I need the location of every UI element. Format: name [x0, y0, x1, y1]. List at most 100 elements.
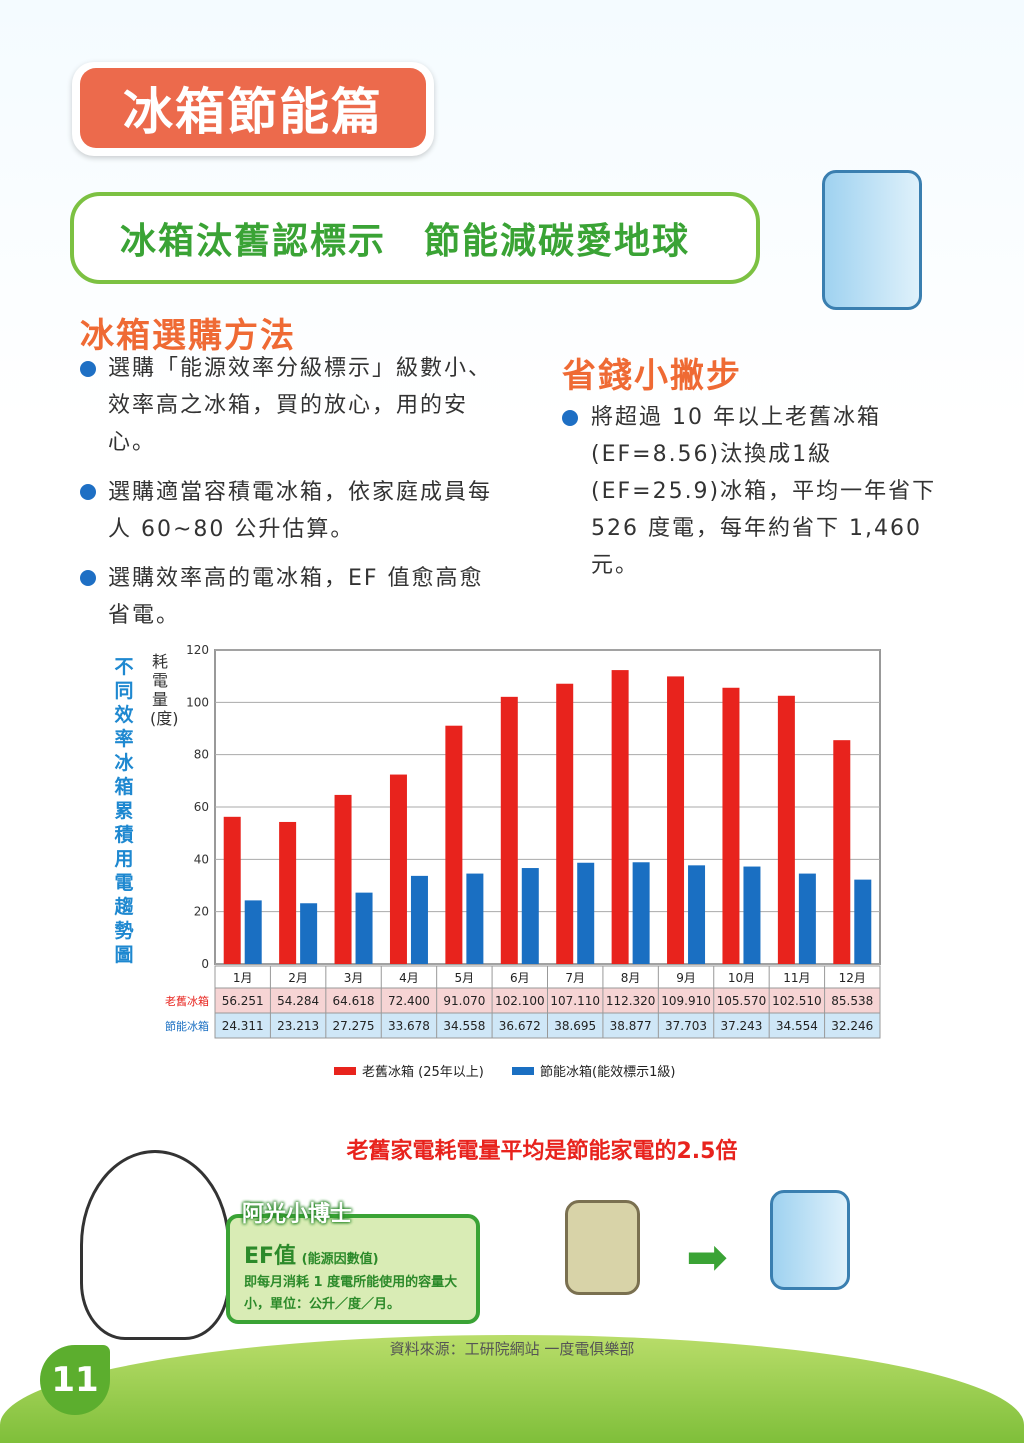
save-heading: 省錢小撇步: [562, 356, 742, 396]
chart-title: 不同效率冰箱累積用電趨勢圖: [114, 656, 134, 966]
bar-old: [389, 774, 407, 964]
bullet-icon: [80, 484, 96, 500]
polar-bear-mascot-icon: [80, 1150, 230, 1340]
x-tick-label: 3月: [344, 971, 364, 985]
data-label: 72.400: [388, 994, 430, 1008]
bar-old: [611, 670, 629, 964]
save-item: 將超過 10 年以上老舊冰箱(EF=8.56)汰換成1級(EF=25.9)冰箱，…: [591, 405, 937, 578]
bullet-icon: [80, 361, 96, 377]
y-tick-label: 60: [194, 800, 209, 814]
bar-old: [279, 821, 297, 964]
bar-new: [355, 892, 373, 964]
fridge-mascot-icon: [822, 170, 922, 310]
bar-new: [521, 868, 539, 964]
bar-old: [833, 740, 851, 964]
data-label: 27.275: [333, 1019, 375, 1033]
bar-new: [466, 873, 484, 964]
data-label: 91.070: [443, 994, 485, 1008]
bar-new: [632, 862, 650, 964]
tip-term: EF值: [244, 1244, 297, 1269]
bar-new: [798, 873, 816, 964]
x-tick-label: 7月: [565, 971, 585, 985]
y-tick-label: 100: [186, 695, 209, 709]
data-label: 112.320: [606, 994, 656, 1008]
bar-old: [500, 696, 518, 964]
tip-description: 即每月消耗 1 度電所能使用的容量大小，單位：公升／度／月。: [244, 1275, 458, 1312]
chart-caption: 老舊家電耗電量平均是節能家電的2.5倍: [346, 1139, 738, 1164]
bar-new: [577, 862, 595, 964]
x-tick-label: 5月: [455, 971, 475, 985]
arrow-right-icon: ➡: [686, 1228, 728, 1286]
legend-swatch: [334, 1067, 356, 1075]
bar-new: [410, 875, 428, 964]
bullet-icon: [562, 410, 578, 426]
bar-old: [223, 816, 241, 964]
x-tick-label: 4月: [399, 971, 419, 985]
data-label: 32.246: [831, 1019, 873, 1033]
data-label: 102.510: [772, 994, 822, 1008]
source-note: 資料來源：工研院網站 一度電俱樂部: [389, 1340, 635, 1358]
data-label: 34.554: [776, 1019, 818, 1033]
buy-item: 選購「能源效率分級標示」級數小、效率高之冰箱，買的放心，用的安心。: [108, 356, 493, 455]
bar-old: [722, 687, 740, 964]
bar-new: [244, 900, 262, 964]
bar-old: [777, 695, 795, 964]
bar-new: [688, 865, 706, 964]
data-label: 38.877: [610, 1019, 652, 1033]
data-label: 105.570: [717, 994, 767, 1008]
tip-box: EF值 (能源因數值) 即每月消耗 1 度電所能使用的容量大小，單位：公升／度／…: [226, 1214, 480, 1324]
data-label: 37.703: [665, 1019, 707, 1033]
data-label: 102.100: [495, 994, 545, 1008]
x-tick-label: 1月: [233, 971, 253, 985]
bar-new: [300, 903, 318, 964]
data-label: 56.251: [222, 994, 264, 1008]
data-label: 38.695: [554, 1019, 596, 1033]
buy-item: 選購適當容積電冰箱，依家庭成員每人 60~80 公升估算。: [108, 480, 493, 542]
legend-label: 節能冰箱(能效標示1級): [540, 1064, 675, 1080]
tip-title: 阿光小博士: [242, 1202, 353, 1227]
bar-old: [556, 683, 574, 964]
bar-old: [334, 794, 352, 964]
data-label: 37.243: [720, 1019, 762, 1033]
y-tick-label: 0: [201, 957, 209, 971]
bullet-icon: [80, 570, 96, 586]
x-tick-label: 12月: [839, 971, 866, 985]
bar-new: [743, 866, 761, 964]
y-tick-label: 20: [194, 905, 209, 919]
page-number: 11: [40, 1345, 110, 1415]
bar-old: [445, 725, 463, 964]
x-tick-label: 2月: [288, 971, 308, 985]
data-label: 24.311: [222, 1019, 264, 1033]
x-tick-label: 10月: [728, 971, 755, 985]
page-title: 冰箱節能篇: [80, 68, 426, 148]
data-label: 23.213: [277, 1019, 319, 1033]
data-label: 64.618: [333, 994, 375, 1008]
bar-chart: 0 20 40 60 80 100 120 1月 2月 3月 4月 5月 6月 7月 8月 9月 10月 11月 1…: [165, 643, 881, 1080]
old-fridge-icon: [565, 1200, 640, 1295]
x-tick-label: 8月: [621, 971, 641, 985]
legend-label: 老舊冰箱 (25年以上): [362, 1064, 484, 1080]
table-series-label: 節能冰箱: [165, 1019, 209, 1033]
y-tick-label: 80: [194, 748, 209, 762]
x-tick-label: 9月: [676, 971, 696, 985]
new-fridge-icon: [770, 1190, 850, 1290]
buy-item: 選購效率高的電冰箱，EF 值愈高愈省電。: [108, 566, 484, 628]
bar-old: [667, 676, 685, 964]
data-label: 54.284: [277, 994, 319, 1008]
x-tick-label: 6月: [510, 971, 530, 985]
banner: 冰箱汰舊認標示 節能減碳愛地球: [70, 192, 760, 284]
data-label: 36.672: [499, 1019, 541, 1033]
data-label: 107.110: [550, 994, 600, 1008]
page-title-box: 冰箱節能篇: [72, 62, 434, 156]
data-label: 34.558: [443, 1019, 485, 1033]
buy-heading: 冰箱選購方法: [80, 316, 296, 356]
y-tick-label: 40: [194, 852, 209, 866]
legend-swatch: [512, 1067, 534, 1075]
data-label: 85.538: [831, 994, 873, 1008]
data-label: 109.910: [661, 994, 711, 1008]
tip-term-note: (能源因數值): [301, 1252, 379, 1267]
bar-new: [854, 879, 872, 964]
x-tick-label: 11月: [783, 971, 810, 985]
data-label: 33.678: [388, 1019, 430, 1033]
table-series-label: 老舊冰箱: [165, 994, 209, 1008]
